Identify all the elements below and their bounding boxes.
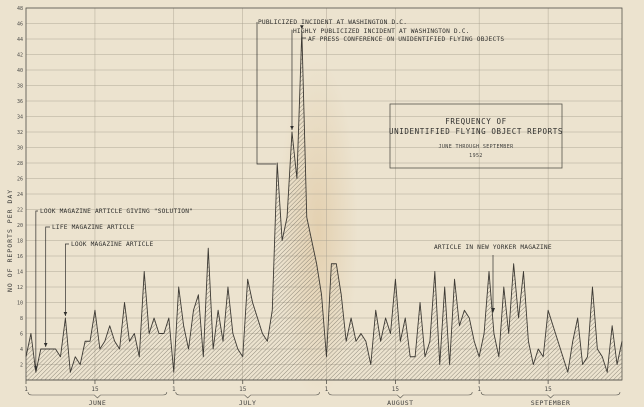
annotation-leader — [35, 210, 38, 371]
y-axis-label: NO OF REPORTS PER DAY — [6, 189, 14, 292]
y-tick-label: 32 — [17, 130, 23, 136]
y-tick-label: 24 — [17, 192, 23, 198]
month-brace — [328, 391, 473, 399]
reports-line — [25, 30, 623, 373]
annotation-arrowhead — [300, 25, 304, 30]
month-brace — [27, 391, 168, 399]
chart-year: 1952 — [469, 153, 483, 159]
y-tick-label: 42 — [17, 52, 23, 58]
y-tick-label: 18 — [17, 238, 23, 244]
x-tick-label: 15 — [239, 386, 247, 393]
annotation-highly-publicized: HIGHLY PUBLICIZED INCIDENT AT WASHINGTON… — [293, 28, 470, 35]
x-tick-label: 1 — [172, 386, 176, 393]
month-label: AUGUST — [387, 399, 413, 407]
chart-title: FREQUENCY OF — [445, 117, 506, 126]
x-tick-label: 1 — [24, 386, 28, 393]
month-brace — [480, 391, 621, 399]
y-tick-label: 4 — [20, 347, 23, 353]
y-tick-label: 10 — [17, 300, 23, 306]
month-label: SEPTEMBER — [531, 399, 571, 407]
y-tick-label: 44 — [17, 37, 23, 43]
y-tick-label: 22 — [17, 207, 23, 213]
annotation-life: LIFE MAGAZINE ARTICLE — [52, 224, 135, 231]
y-tick-label: 40 — [17, 68, 23, 74]
y-tick-label: 48 — [17, 6, 23, 12]
y-axis-ticks: 2468101214161820222426283032343638404244… — [17, 6, 23, 368]
month-brace — [175, 391, 320, 399]
annotation-look: LOOK MAGAZINE ARTICLE — [71, 241, 154, 248]
y-tick-label: 8 — [20, 316, 23, 322]
annotation-publicized: PUBLICIZED INCIDENT AT WASHINGTON D.C. — [258, 19, 407, 26]
x-tick-label: 15 — [544, 386, 552, 393]
y-tick-label: 36 — [17, 99, 23, 105]
y-tick-label: 30 — [17, 145, 23, 151]
y-tick-label: 16 — [17, 254, 23, 260]
y-tick-label: 2 — [20, 362, 23, 368]
y-tick-label: 14 — [17, 269, 23, 275]
y-tick-label: 6 — [20, 331, 23, 337]
y-tick-label: 12 — [17, 285, 23, 291]
annotation-leader — [45, 226, 50, 347]
annotation-leader — [65, 243, 69, 316]
x-tick-label: 1 — [477, 386, 481, 393]
month-label: JUNE — [89, 399, 107, 407]
annotation-look-solution: LOOK MAGAZINE ARTICLE GIVING "SOLUTION" — [40, 208, 193, 215]
x-axis: 1 15 1 15 1 15 1 15 JUNE JULY AUGUST SEPTEMBER — [24, 379, 622, 407]
annotation-new-yorker: ARTICLE IN NEW YORKER MAGAZINE — [434, 244, 552, 251]
month-label: JULY — [239, 399, 257, 407]
y-tick-label: 34 — [17, 114, 23, 120]
x-tick-label: 15 — [392, 386, 400, 393]
reports-area — [26, 31, 622, 380]
x-tick-label: 15 — [91, 386, 99, 393]
annotation-leader — [256, 22, 277, 165]
annotation-leader — [301, 37, 306, 40]
y-tick-label: 26 — [17, 176, 23, 182]
annotation-leaders — [34, 22, 495, 371]
title-box: FREQUENCY OF UNIDENTIFIED FLYING OBJECT … — [389, 103, 563, 169]
y-tick-label: 46 — [17, 21, 23, 27]
annotation-af-press: AF PRESS CONFERENCE ON UNIDENTIFIED FLYI… — [308, 36, 504, 43]
chart-subtitle: JUNE THROUGH SEPTEMBER — [438, 144, 514, 150]
chart-title-line2: UNIDENTIFIED FLYING OBJECT REPORTS — [389, 127, 563, 136]
y-tick-label: 28 — [17, 161, 23, 167]
y-tick-label: 38 — [17, 83, 23, 89]
y-tick-label: 20 — [17, 223, 23, 229]
x-tick-label: 1 — [325, 386, 329, 393]
